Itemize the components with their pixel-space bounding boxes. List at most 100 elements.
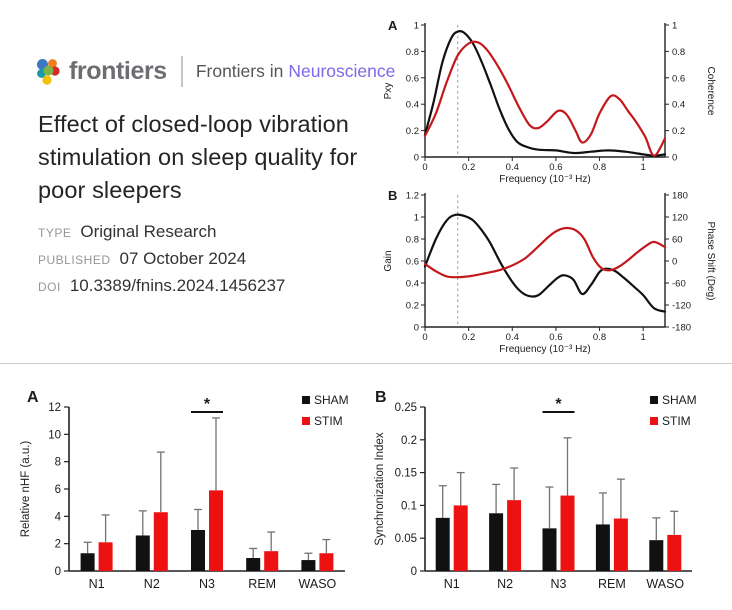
category-label: N1 [89, 577, 105, 591]
y-axis-label-left: Pxy [383, 83, 394, 100]
bar-stim-n1 [453, 505, 468, 571]
x-tick-label: 0.8 [593, 332, 606, 343]
x-tick-label: 0 [422, 332, 427, 343]
y-axis-label-right: Phase Shift (Deg) [705, 222, 716, 301]
y-tick-label-right: 0 [672, 153, 677, 164]
x-tick-label: 0.6 [549, 332, 562, 343]
bar-sham-n1 [80, 553, 95, 571]
y-tick-label-right: -60 [672, 279, 686, 290]
bar-stim-n1 [98, 542, 113, 571]
legend-label-sham: SHAM [314, 393, 349, 407]
bar-sham-rem [595, 524, 610, 571]
journal-field: Neuroscience [288, 60, 396, 81]
meta-label-doi: DOI [38, 280, 61, 294]
meta-value-published: 07 October 2024 [119, 249, 247, 268]
frontiers-wordmark: frontiers [69, 56, 167, 85]
figure-sync-index-bars: 0 0.05 0.1 0.15 0.2 0.25 N1 N2 N3 REM WASO * SHAM STI… [374, 389, 697, 591]
article-title: Effect of closed-loop vibration stimulat… [38, 111, 358, 203]
meta-row-doi: DOI 10.3389/fnins.2024.1456237 [38, 276, 285, 303]
bar-stim-n3 [560, 495, 575, 571]
y-tick-label: 4 [55, 511, 62, 523]
y-axis-label: Synchronization Index [374, 432, 386, 545]
panel-label: B [388, 188, 397, 203]
meta-label-type: TYPE [38, 226, 72, 240]
y-tick-label-right: 0.8 [672, 47, 685, 58]
legend-swatch-stim [302, 417, 310, 425]
y-tick-label-right: 1 [672, 21, 677, 32]
curve-phase-shift [423, 226, 667, 279]
bar-stim-waso [667, 534, 682, 571]
y-tick-label-right: 0.4 [672, 100, 685, 111]
figure-relative-nhf-bars: 0 2 4 6 8 10 12 N1 N2 N3 REM WASO * SHAM STIM Relative … [20, 389, 349, 591]
category-label: REM [248, 577, 276, 591]
journal-name: Frontiers in Neuroscience [196, 61, 396, 82]
category-label: N2 [497, 577, 513, 591]
significance-asterisk: * [204, 396, 211, 413]
x-tick-label: 0.2 [462, 332, 475, 343]
bar-sham-rem [246, 558, 261, 571]
y-tick-label-left: 0 [414, 323, 419, 334]
bar-sham-waso [301, 560, 316, 571]
meta-label-published: PUBLISHED [38, 253, 111, 267]
legend-label-sham: SHAM [662, 393, 697, 407]
y-tick-label-left: 0 [414, 153, 419, 164]
y-tick-label-left: 0.2 [406, 126, 419, 137]
y-tick-label: 0.2 [401, 435, 417, 447]
y-axis-label-left: Gain [383, 250, 394, 271]
category-label: N3 [551, 577, 567, 591]
x-tick-label: 0.4 [506, 162, 519, 173]
y-tick-label-right: 60 [672, 235, 683, 246]
meta-value-doi: 10.3389/fnins.2024.1456237 [69, 276, 286, 295]
x-axis-label: Frequency (10⁻³ Hz) [499, 174, 590, 185]
category-label: N2 [144, 577, 160, 591]
y-tick-label-left: 0.8 [406, 235, 419, 246]
bar-stim-rem [264, 551, 279, 571]
logo-petal-green [43, 65, 54, 75]
article-meta: TYPE Original Research PUBLISHED 07 Octo… [38, 222, 285, 303]
bar-stim-n2 [153, 512, 168, 571]
logo-petal-yellow [42, 74, 52, 85]
y-axis-label: Relative nHF (a.u.) [20, 441, 32, 538]
y-tick-label-left: 0.8 [406, 47, 419, 58]
legend-label-stim: STIM [662, 414, 691, 428]
bar-sham-n3 [542, 528, 557, 571]
y-tick-label: 6 [55, 484, 61, 496]
x-tick-label: 1 [641, 162, 646, 173]
frontiers-logo: frontiers Frontiers in Neuroscience [36, 54, 395, 88]
y-tick-label-left: 0.6 [406, 257, 419, 268]
y-tick-label: 0 [411, 566, 417, 578]
category-label: N1 [444, 577, 460, 591]
y-tick-label-left: 1.2 [406, 191, 419, 202]
category-label: WASO [299, 577, 337, 591]
meta-row-type: TYPE Original Research [38, 222, 285, 249]
y-tick-label-left: 0.6 [406, 73, 419, 84]
curve-pxy [423, 29, 667, 157]
panel-label: A [27, 389, 39, 406]
y-tick-label: 0.15 [395, 468, 417, 480]
x-axis-label: Frequency (10⁻³ Hz) [499, 344, 590, 355]
bar-stim-n3 [209, 490, 223, 571]
y-axis-label-right: Coherence [705, 67, 716, 116]
panel-label: A [388, 18, 398, 33]
y-tick-label-right: -180 [672, 323, 691, 334]
y-tick-label-left: 1 [414, 21, 419, 32]
x-tick-label: 0.4 [506, 332, 519, 343]
bar-sham-n3 [191, 530, 205, 571]
x-tick-label: 0.2 [462, 162, 475, 173]
y-tick-label-left: 0.4 [406, 279, 419, 290]
logo-petal-orange [48, 58, 57, 68]
x-tick-label: 0.6 [549, 162, 562, 173]
bar-sham-n2 [489, 513, 504, 571]
y-tick-label-left: 0.2 [406, 301, 419, 312]
y-tick-label: 12 [48, 402, 61, 414]
section-divider [0, 363, 732, 364]
y-tick-label-right: -120 [672, 301, 691, 312]
figure-coherence-gain-phase: 0 0.2 0.4 0.6 0.8 1 0 0.2 0.4 0.6 0.8 1 0 0.2 0.4 0.6 0.… [383, 18, 716, 355]
y-tick-label-left: 0.4 [406, 100, 419, 111]
frontiers-pinwheel-icon [37, 58, 60, 85]
significance-asterisk: * [555, 396, 562, 413]
y-tick-label: 0.05 [395, 533, 417, 545]
legend-swatch-sham [650, 396, 658, 404]
meta-value-type: Original Research [80, 222, 217, 241]
